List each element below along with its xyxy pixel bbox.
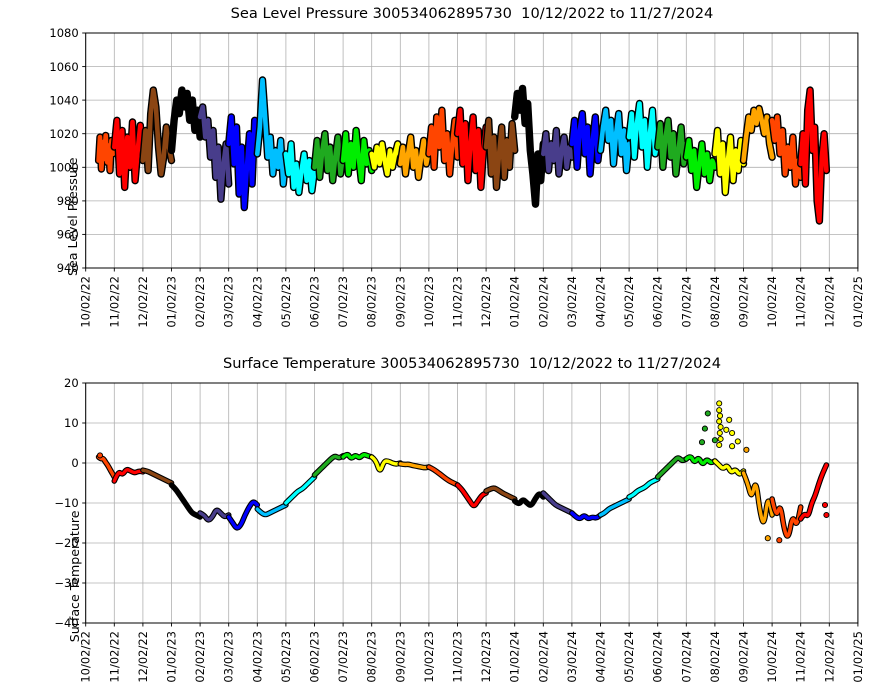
svg-text:−20: −20 (54, 536, 78, 550)
svg-text:07/02/23: 07/02/23 (336, 276, 350, 328)
svg-text:20: 20 (64, 376, 79, 390)
pressure-plot-svg: 10/02/22 11/02/22 12/02/22 01/02/23 02/02/23… (49, 26, 864, 327)
svg-text:07/02/23: 07/02/23 (336, 631, 350, 683)
svg-text:12/02/22: 12/02/22 (136, 631, 150, 683)
svg-text:07/02/24: 07/02/24 (679, 631, 693, 683)
svg-text:11/02/22: 11/02/22 (107, 631, 121, 683)
svg-text:11/02/22: 11/02/22 (107, 276, 121, 328)
svg-text:1040: 1040 (49, 93, 78, 107)
svg-text:02/02/24: 02/02/24 (536, 631, 550, 683)
svg-text:06/02/24: 06/02/24 (651, 276, 665, 328)
svg-text:10/02/24: 10/02/24 (765, 631, 779, 683)
svg-text:11/02/23: 11/02/23 (451, 276, 465, 328)
svg-text:12/02/22: 12/02/22 (136, 276, 150, 328)
svg-text:08/02/23: 08/02/23 (365, 276, 379, 328)
axis-tick-labels: 10/02/22 11/02/22 12/02/22 01/02/23 02/02/23… (54, 376, 864, 682)
svg-text:10: 10 (64, 416, 79, 430)
svg-text:06/02/24: 06/02/24 (651, 631, 665, 683)
svg-text:10/02/24: 10/02/24 (765, 276, 779, 328)
svg-text:04/02/24: 04/02/24 (594, 276, 608, 328)
svg-text:01/02/23: 01/02/23 (165, 276, 179, 328)
svg-text:05/02/24: 05/02/24 (622, 276, 636, 328)
svg-text:01/02/24: 01/02/24 (508, 631, 522, 683)
svg-text:960: 960 (57, 228, 79, 242)
svg-text:12/02/23: 12/02/23 (479, 631, 493, 683)
svg-text:08/02/23: 08/02/23 (365, 631, 379, 683)
data-series (94, 76, 831, 225)
svg-text:05/02/24: 05/02/24 (622, 631, 636, 683)
axis-ticks (82, 32, 859, 272)
svg-text:03/02/23: 03/02/23 (222, 276, 236, 328)
svg-text:01/02/24: 01/02/24 (508, 276, 522, 328)
svg-text:−30: −30 (54, 576, 78, 590)
svg-text:06/02/23: 06/02/23 (308, 276, 322, 328)
svg-text:07/02/24: 07/02/24 (679, 276, 693, 328)
temperature-plot-svg: 10/02/22 11/02/22 12/02/22 01/02/23 02/02/23… (54, 376, 864, 682)
svg-text:02/02/23: 02/02/23 (193, 631, 207, 683)
svg-text:08/02/24: 08/02/24 (708, 631, 722, 683)
svg-text:12/02/23: 12/02/23 (479, 276, 493, 328)
svg-text:02/02/24: 02/02/24 (536, 276, 550, 328)
temperature-chart-title: Surface Temperature 300534062895730 10/1… (222, 355, 722, 372)
svg-text:1020: 1020 (49, 127, 78, 141)
svg-text:01/02/25: 01/02/25 (851, 631, 865, 683)
svg-text:04/02/23: 04/02/23 (250, 631, 264, 683)
svg-text:980: 980 (57, 194, 79, 208)
svg-text:04/02/24: 04/02/24 (594, 631, 608, 683)
svg-text:11/02/24: 11/02/24 (794, 631, 808, 683)
svg-text:0: 0 (71, 456, 78, 470)
svg-text:04/02/23: 04/02/23 (250, 276, 264, 328)
svg-text:12/02/24: 12/02/24 (822, 276, 836, 328)
svg-text:10/02/23: 10/02/23 (422, 276, 436, 328)
temperature-chart: Surface Temperature 300534062895730 10/1… (0, 350, 877, 700)
svg-text:01/02/25: 01/02/25 (851, 276, 865, 328)
svg-text:−40: −40 (54, 616, 78, 630)
svg-text:1060: 1060 (49, 60, 78, 74)
svg-text:1080: 1080 (49, 26, 78, 40)
svg-text:09/02/23: 09/02/23 (393, 631, 407, 683)
svg-text:09/02/24: 09/02/24 (737, 631, 751, 683)
svg-text:03/02/23: 03/02/23 (222, 631, 236, 683)
svg-text:06/02/23: 06/02/23 (308, 631, 322, 683)
svg-text:10/02/22: 10/02/22 (79, 276, 93, 328)
axis-tick-labels: 10/02/22 11/02/22 12/02/22 01/02/23 02/02/23… (49, 26, 864, 327)
svg-text:10/02/22: 10/02/22 (79, 631, 93, 683)
svg-text:02/02/23: 02/02/23 (193, 276, 207, 328)
svg-text:05/02/23: 05/02/23 (279, 631, 293, 683)
svg-text:11/02/24: 11/02/24 (794, 276, 808, 328)
svg-text:08/02/24: 08/02/24 (708, 276, 722, 328)
svg-text:01/02/23: 01/02/23 (165, 631, 179, 683)
svg-text:03/02/24: 03/02/24 (565, 276, 579, 328)
svg-text:09/02/24: 09/02/24 (737, 276, 751, 328)
svg-text:940: 940 (57, 261, 79, 275)
svg-text:12/02/24: 12/02/24 (822, 631, 836, 683)
svg-text:−10: −10 (54, 496, 78, 510)
svg-text:11/02/23: 11/02/23 (451, 631, 465, 683)
svg-text:10/02/23: 10/02/23 (422, 631, 436, 683)
axis-ticks (82, 382, 859, 627)
pressure-chart: Sea Level Pressure 300534062895730 10/12… (49, 5, 864, 328)
svg-text:03/02/24: 03/02/24 (565, 631, 579, 683)
pressure-chart-title: Sea Level Pressure 300534062895730 10/12… (230, 5, 714, 22)
svg-text:1000: 1000 (49, 161, 78, 175)
svg-text:09/02/23: 09/02/23 (393, 276, 407, 328)
svg-text:05/02/23: 05/02/23 (279, 276, 293, 328)
data-series (95, 400, 830, 544)
plot-border (85, 32, 859, 269)
